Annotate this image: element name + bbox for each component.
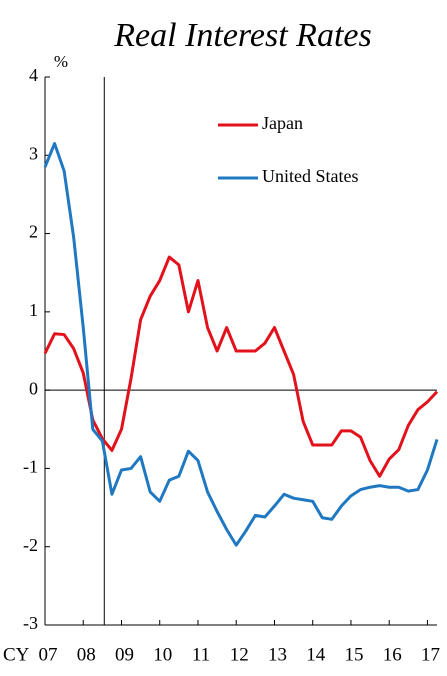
y-tick-label: 1 xyxy=(29,300,38,320)
y-tick-label: -3 xyxy=(23,613,38,633)
x-tick-label: 15 xyxy=(344,644,363,665)
legend-label: United States xyxy=(262,166,359,186)
legend-label: Japan xyxy=(262,113,303,133)
y-tick-label: 4 xyxy=(29,65,38,85)
x-tick-label: 17 xyxy=(421,644,440,665)
y-axis-label: % xyxy=(54,52,68,71)
x-tick-label: 14 xyxy=(306,644,326,665)
y-tick-label: 2 xyxy=(29,222,38,242)
series-line xyxy=(43,142,439,547)
x-tick-label: 12 xyxy=(230,644,249,665)
x-tick-label: 09 xyxy=(115,644,134,665)
y-tick-label: -1 xyxy=(23,457,38,477)
chart-title: Real Interest Rates xyxy=(113,17,371,54)
x-tick-label: 08 xyxy=(77,644,96,665)
x-axis-label: CY xyxy=(3,644,30,665)
x-tick-label: 13 xyxy=(268,644,287,665)
y-tick-label: 3 xyxy=(29,143,38,163)
y-tick-label: 0 xyxy=(29,378,38,398)
y-tick-label: -2 xyxy=(23,535,38,555)
x-tick-label: 11 xyxy=(192,644,210,665)
x-tick-label: 10 xyxy=(153,644,172,665)
x-tick-label: 16 xyxy=(383,644,402,665)
x-tick-label: 07 xyxy=(39,644,58,665)
series-line xyxy=(43,255,439,478)
